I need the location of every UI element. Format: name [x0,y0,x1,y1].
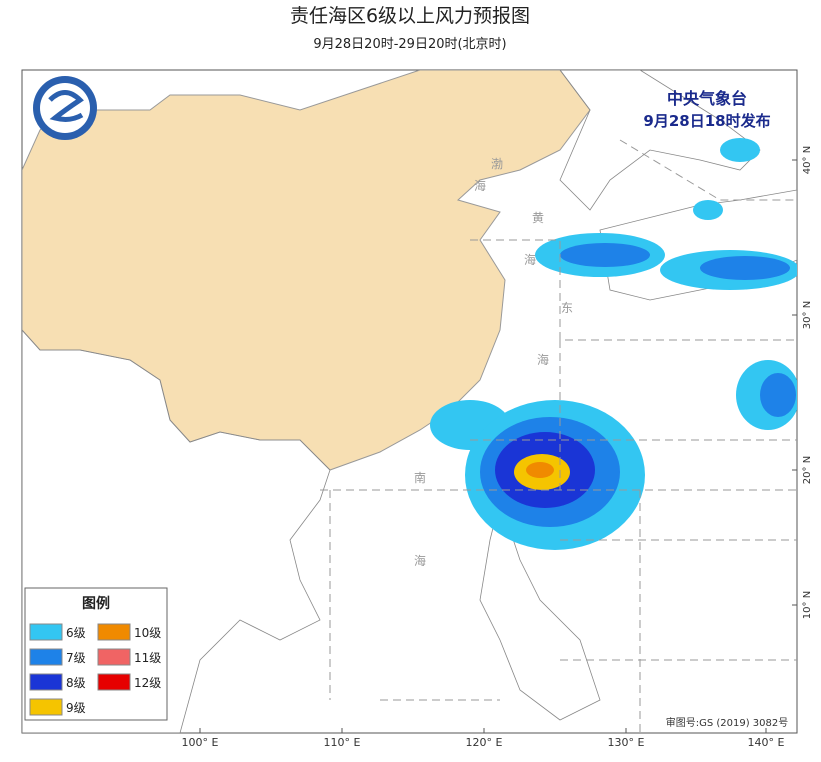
sea-label: 海 [414,553,426,568]
sea-label: 渤 [491,157,503,171]
land [559,70,761,211]
map-area [21,69,798,734]
sea-label: 东 [561,301,573,315]
latitude-label: 10° N [802,591,813,619]
legend-label: 6级 [66,626,86,640]
wind-area [700,256,790,280]
wind-area [526,462,554,478]
latitude-label: 30° N [802,301,813,329]
legend-label: 9级 [66,701,86,715]
longitude-label: 110° E [324,736,361,749]
title: 责任海区6级以上风力预报图 [290,5,530,27]
approval-number: 审图号:GS (2019) 3082号 [666,716,789,729]
legend-label: 8级 [66,676,86,690]
legend-swatch [97,648,131,666]
sea-label: 海 [474,178,486,193]
agency: 中央气象台 [667,89,747,108]
latitude-label: 20° N [802,456,813,484]
legend-swatch [97,673,131,691]
wind-area [760,373,796,417]
land [479,498,601,721]
issue-time: 9月28日18时发布 [643,112,770,130]
wind-areas [430,138,797,550]
legend-label: 10级 [134,626,161,640]
legend-title: 图例 [82,595,110,612]
legend-swatch [97,623,131,641]
sea-label: 海 [524,252,536,267]
latitude-label: 40° N [802,146,813,174]
land [22,329,331,733]
legend-swatch [29,698,63,716]
sea-label: 南 [414,470,426,485]
wind-area [560,243,650,267]
legend: 图例 6级 7级 8级 9级 10级 11级 12级 [24,587,168,721]
legend-label: 11级 [134,651,161,665]
land [599,189,797,301]
legend-swatch [29,648,63,666]
longitude-label: 100° E [182,736,219,749]
sea-label: 黄 [532,211,544,225]
sea-label: 海 [537,352,549,367]
legend-swatch [29,673,63,691]
responsibility-zone-line [320,139,797,733]
legend-label: 7级 [66,651,86,665]
longitude-label: 120° E [466,736,503,749]
legend-swatch [29,623,63,641]
longitude-label: 140° E [748,736,785,749]
logo [48,90,84,122]
longitude-label: 130° E [608,736,645,749]
legend-label: 12级 [134,676,161,690]
wind-area [693,200,723,220]
wind-area [720,138,760,162]
subtitle: 9月28日20时-29日20时(北京时) [313,37,506,52]
